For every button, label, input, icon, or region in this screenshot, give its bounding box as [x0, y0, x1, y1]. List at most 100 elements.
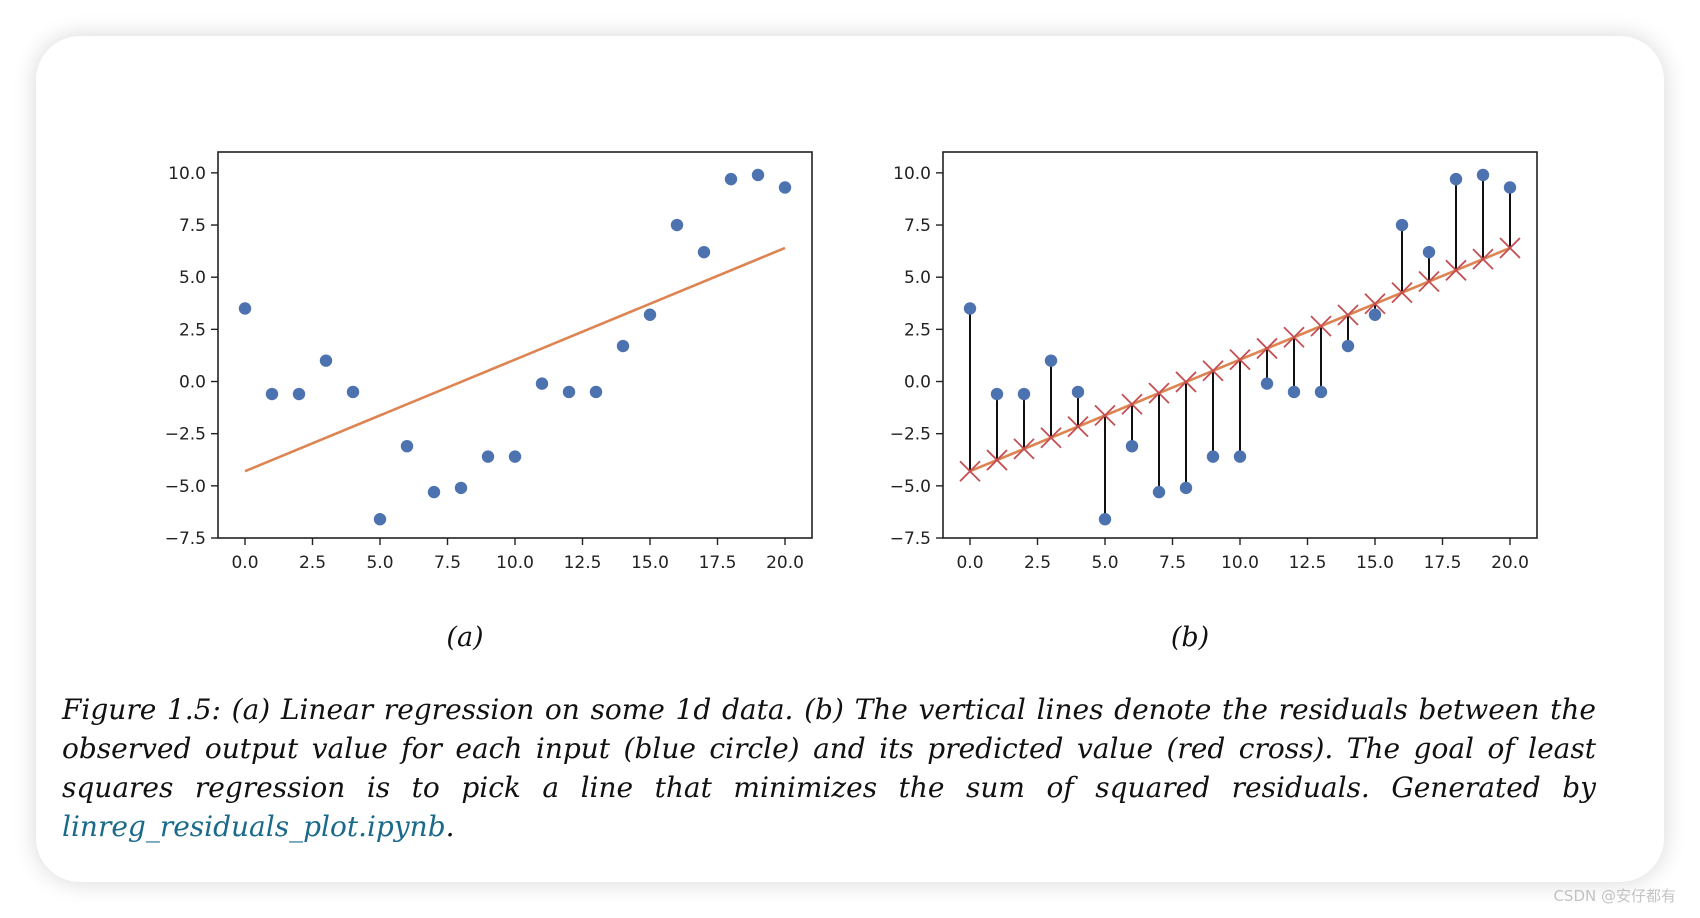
x-tick-label: 17.5 — [1424, 553, 1462, 573]
cross-stroke — [1202, 360, 1224, 382]
x-tick-label: 15.0 — [1356, 553, 1394, 573]
data-point — [778, 181, 792, 194]
plot-frame-b — [942, 151, 1538, 539]
data-point — [1449, 172, 1463, 186]
data-point — [373, 513, 387, 526]
panel-a-label: (a) — [446, 622, 484, 653]
x-tick-label: 2.5 — [299, 553, 326, 573]
y-tick-label: 2.5 — [179, 320, 206, 340]
panel-b-label: (b) — [1170, 622, 1210, 653]
cross-stroke — [1472, 248, 1494, 270]
predicted-cross — [1364, 293, 1386, 315]
y-tick-label: −5.0 — [890, 477, 931, 497]
data-point — [1179, 481, 1193, 495]
predicted-cross — [1175, 371, 1197, 393]
data-point — [265, 387, 279, 401]
data-point — [963, 302, 977, 315]
y-tick-label: 10.0 — [893, 164, 931, 184]
predicted-cross — [1202, 360, 1224, 382]
cross-stroke — [1256, 337, 1278, 360]
data-point — [1341, 339, 1355, 353]
data-point — [1098, 513, 1112, 526]
data-point — [346, 385, 360, 399]
data-point — [1422, 245, 1436, 259]
cross-stroke — [1391, 281, 1413, 304]
cross-stroke — [1445, 259, 1467, 281]
data-point — [697, 245, 711, 259]
x-tick-label: 12.5 — [1289, 553, 1327, 573]
data-point — [670, 218, 684, 232]
cross-stroke — [1094, 404, 1116, 427]
data-point — [1017, 387, 1031, 401]
data-point — [1044, 354, 1058, 367]
data-point — [508, 450, 522, 463]
data-point — [1125, 439, 1139, 453]
data-point — [292, 387, 306, 401]
data-point — [400, 439, 414, 453]
cross-stroke — [959, 460, 981, 482]
cross-stroke — [1283, 326, 1305, 348]
predicted-cross — [1310, 315, 1332, 337]
data-point — [724, 172, 738, 186]
predicted-cross — [959, 460, 981, 482]
y-tick-label: 0.0 — [904, 373, 931, 393]
data-point — [1476, 168, 1490, 182]
data-point — [990, 387, 1004, 401]
x-tick-label: 20.0 — [766, 553, 804, 573]
y-tick-label: 10.0 — [168, 164, 206, 184]
predicted-cross — [1067, 415, 1089, 438]
predicted-cross — [1472, 248, 1494, 270]
cross-stroke — [1229, 348, 1251, 371]
watermark: CSDN @安仔都有 — [1553, 887, 1676, 905]
chart-a: 0.0 2.5 5.0 7.5 10.0 12.5 15.0 17.5 20.0 −7.5 −5.0… — [165, 151, 813, 573]
predicted-cross — [1283, 326, 1305, 348]
x-tick-label: 5.0 — [1091, 553, 1118, 573]
y-tick-label: −7.5 — [165, 529, 206, 549]
data-point — [238, 302, 252, 315]
data-point — [1233, 450, 1247, 463]
x-tick-label: 12.5 — [564, 553, 602, 573]
y-tick-label: −2.5 — [890, 425, 931, 445]
predicted-cross — [986, 449, 1008, 471]
x-tick-label: 20.0 — [1491, 553, 1529, 573]
x-tick-label: 17.5 — [699, 553, 737, 573]
data-point — [454, 481, 468, 495]
caption-end: . — [445, 810, 455, 843]
predicted-cross — [1094, 404, 1116, 427]
y-tick-label: −7.5 — [890, 529, 931, 549]
chart-b: 0.0 2.5 5.0 7.5 10.0 12.5 15.0 17.5 20.0 −7.5 −5.0… — [890, 151, 1538, 573]
y-tick-label: 5.0 — [179, 268, 206, 288]
cross-stroke — [1310, 315, 1332, 337]
x-tick-label: 0.0 — [956, 553, 983, 573]
data-point — [751, 168, 765, 182]
cross-stroke — [1364, 293, 1386, 315]
figure-caption: Figure 1.5: (a) Linear regression on som… — [62, 690, 1596, 846]
y-tick-label: −2.5 — [165, 425, 206, 445]
y-tick-label: 0.0 — [179, 373, 206, 393]
x-tick-label: 10.0 — [496, 553, 534, 573]
x-tick-label: 2.5 — [1024, 553, 1051, 573]
notebook-link[interactable]: linreg_residuals_plot.ipynb — [62, 810, 446, 843]
predicted-cross — [1148, 382, 1170, 404]
x-tick-label: 5.0 — [366, 553, 393, 573]
predicted-cross — [1445, 259, 1467, 281]
cross-stroke — [1013, 438, 1035, 460]
data-point — [616, 339, 630, 353]
regression-line — [244, 246, 786, 473]
cross-stroke — [1067, 415, 1089, 438]
x-tick-label: 7.5 — [1159, 553, 1186, 573]
data-point — [1206, 450, 1220, 463]
data-point — [1071, 385, 1085, 399]
predicted-cross — [1121, 393, 1143, 415]
data-point — [1152, 485, 1166, 499]
data-point — [562, 385, 576, 399]
predicted-cross — [1040, 427, 1062, 449]
cross-stroke — [1040, 427, 1062, 449]
y-tick-label: −5.0 — [165, 477, 206, 497]
y-tick-label: 5.0 — [904, 268, 931, 288]
predicted-cross — [1256, 337, 1278, 360]
cross-stroke — [1148, 382, 1170, 404]
cross-stroke — [1121, 393, 1143, 415]
cross-stroke — [1499, 237, 1521, 259]
